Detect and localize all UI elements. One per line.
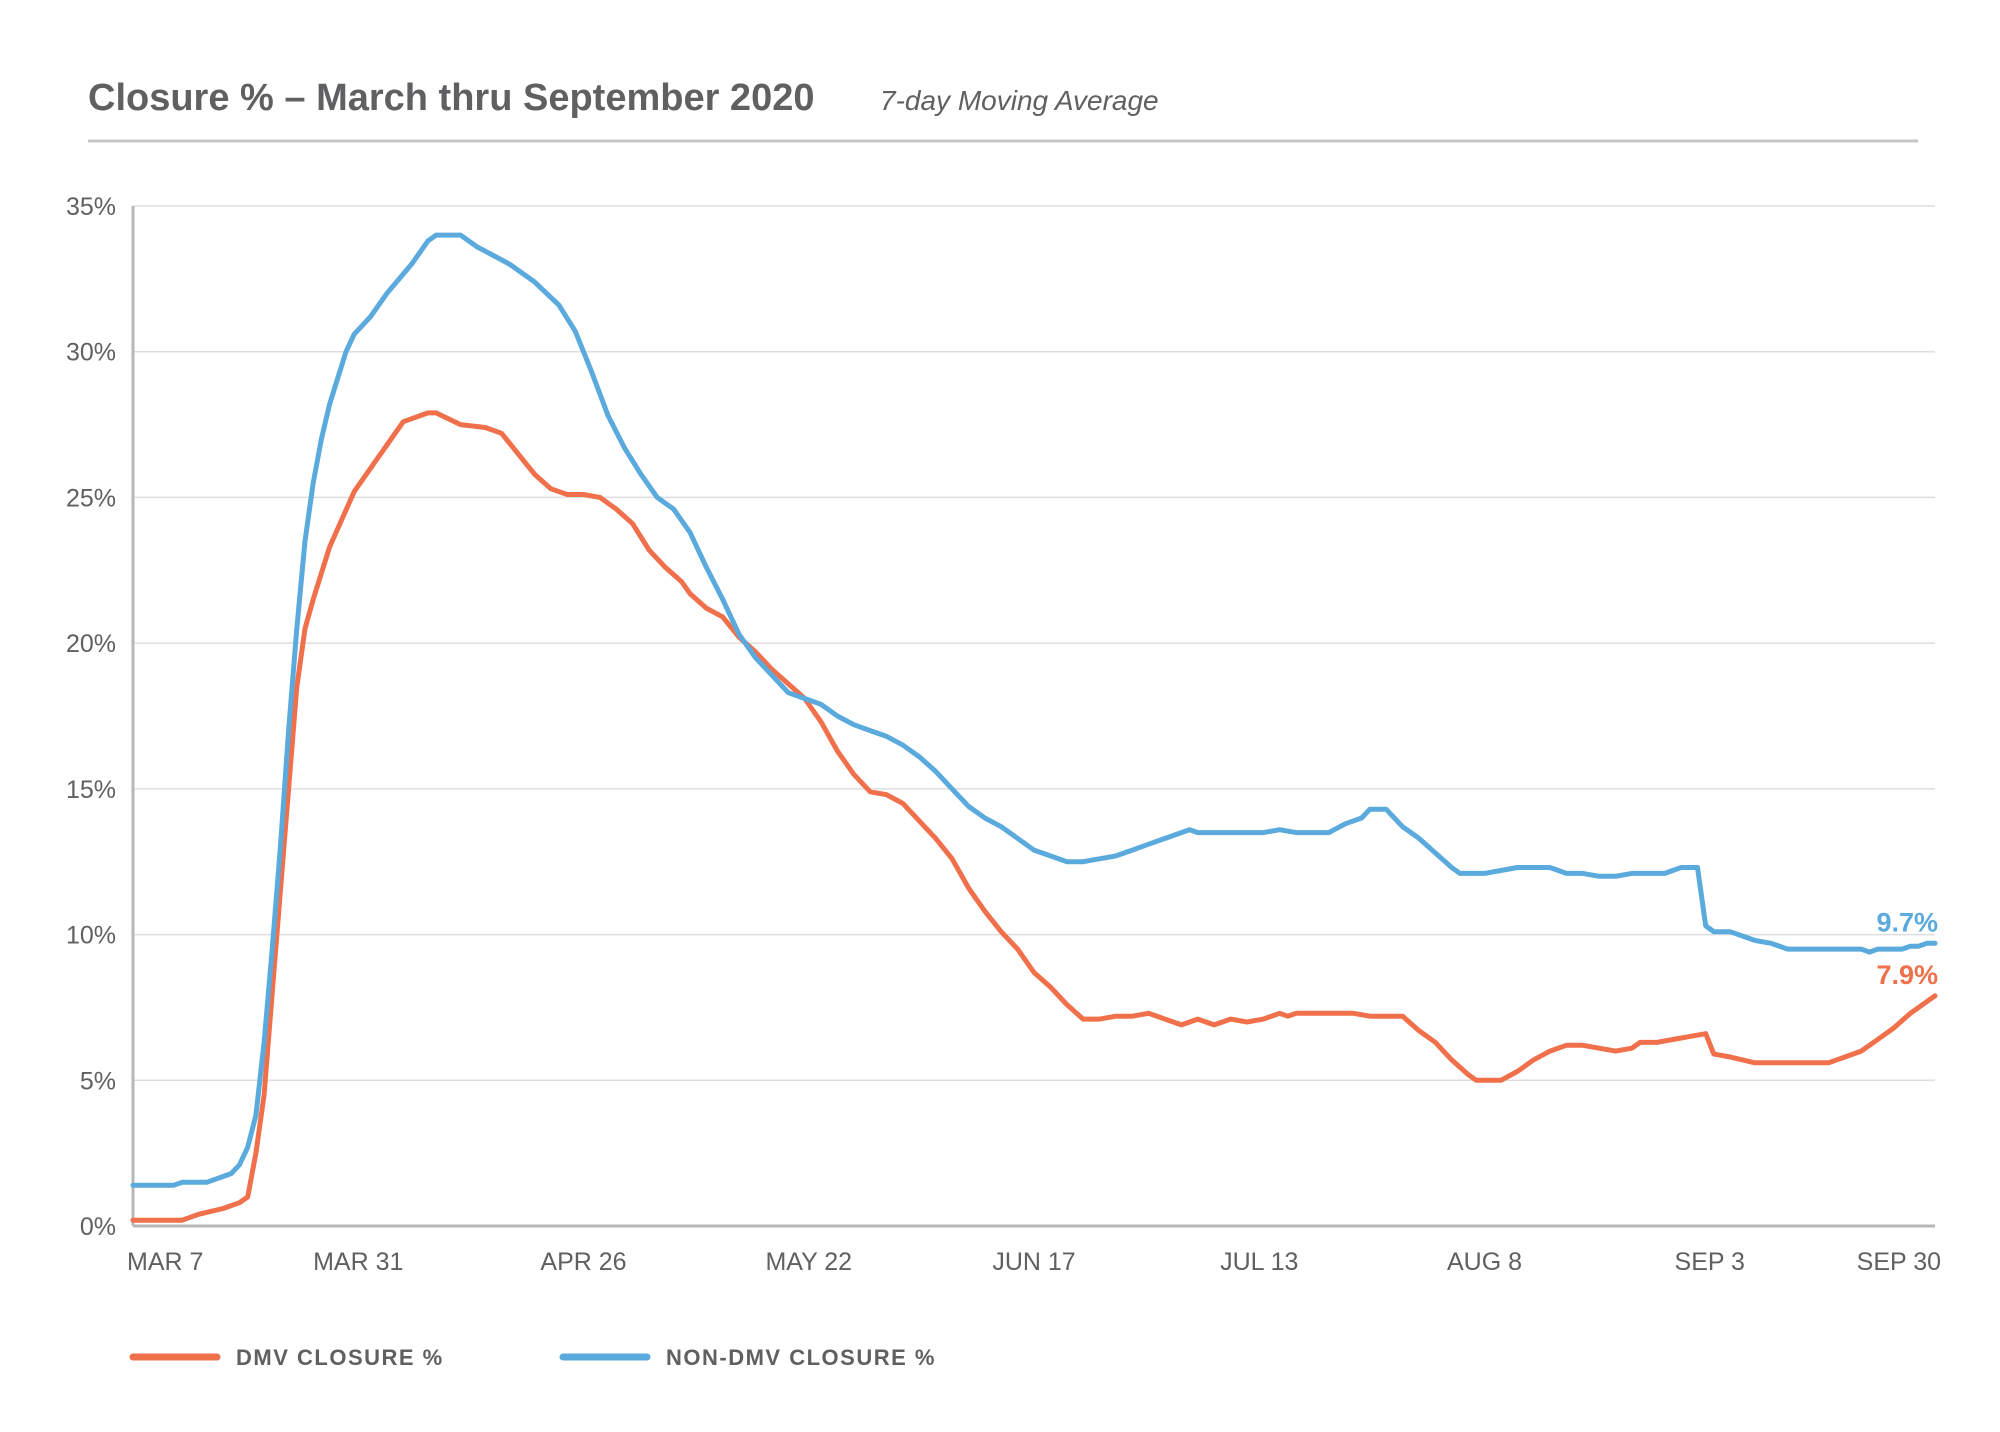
y-tick-label: 0% <box>80 1213 116 1241</box>
chart-subtitle: 7-day Moving Average <box>880 85 1159 116</box>
x-tick-label: JUL 13 <box>1220 1248 1298 1276</box>
y-tick-label: 20% <box>66 630 116 658</box>
y-tick-label: 5% <box>80 1067 116 1095</box>
y-tick-label: 15% <box>66 776 116 804</box>
chart-title: Closure % – March thru September 2020 <box>88 77 814 119</box>
x-tick-label: AUG 8 <box>1447 1248 1522 1276</box>
end-value-label: 9.7% <box>1876 907 1938 937</box>
y-tick-label: 35% <box>66 193 116 221</box>
series-lines <box>130 232 1938 1223</box>
y-tick-label: 10% <box>66 922 116 950</box>
y-tick-label: 25% <box>66 484 116 512</box>
legend: DMV CLOSURE % NON-DMV CLOSURE % <box>129 1345 936 1370</box>
end-value-label: 7.9% <box>1876 960 1938 990</box>
x-tick-label: MAR 7 <box>127 1248 203 1276</box>
end-labels: 7.9% 9.7% <box>1876 907 1938 989</box>
x-tick-label: SEP 3 <box>1675 1248 1745 1276</box>
gridlines <box>133 205 1935 1082</box>
x-tick-label: MAR 31 <box>313 1248 403 1276</box>
legend-label: NON-DMV CLOSURE % <box>666 1345 936 1370</box>
series-line-dmv <box>130 410 1938 1223</box>
x-tick-label: SEP 30 <box>1857 1248 1941 1276</box>
series-line-non-dmv <box>130 232 1938 1188</box>
legend-label: DMV CLOSURE % <box>236 1345 444 1370</box>
x-tick-label: MAY 22 <box>765 1248 852 1276</box>
x-tick-label: APR 26 <box>540 1248 626 1276</box>
x-tick-label: JUN 17 <box>992 1248 1075 1276</box>
axes: 0% 5% 10% 15% 20% 25% 30% 35% MAR 7 MAR 31 APR 26 M… <box>66 193 1941 1276</box>
y-tick-label: 30% <box>66 339 116 367</box>
